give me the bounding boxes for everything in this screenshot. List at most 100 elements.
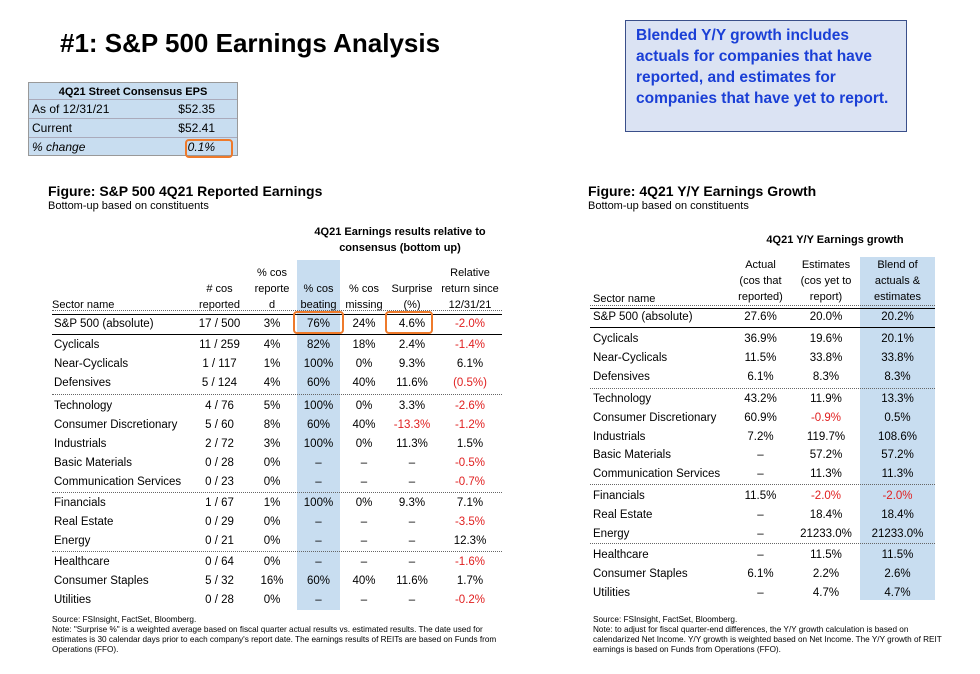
table-cell: 3% bbox=[263, 318, 281, 330]
table-cell: 100% bbox=[303, 358, 334, 370]
sector-name-cell: Real Estate bbox=[54, 516, 114, 528]
col-header-missing: % cos missing bbox=[342, 281, 386, 313]
right-source: Source: FSInsight, FactSet, Bloomberg. bbox=[593, 615, 738, 624]
table-row: Defensives 6.1% 8.3% 8.3% bbox=[590, 368, 935, 387]
col-header-return: Relative return since 12/31/21 bbox=[440, 265, 500, 313]
table-cell: – bbox=[408, 556, 416, 568]
left-earnings-table: 4Q21 Earnings results relative to consen… bbox=[52, 222, 507, 612]
table-cell: 0% bbox=[263, 594, 281, 606]
col-header-line: Relative bbox=[450, 267, 490, 279]
table-row: Financials 1 / 67 1% 100% 0% 9.3% 7.1% bbox=[52, 494, 502, 513]
col-header-line: Actual bbox=[745, 259, 776, 271]
table-cell: 13.3% bbox=[881, 393, 914, 405]
table-cell: 0.5% bbox=[884, 412, 911, 424]
table-cell: – bbox=[757, 528, 764, 540]
col-header-line: actuals & bbox=[874, 275, 921, 287]
table-cell: 20.2% bbox=[881, 311, 914, 323]
table-cell: – bbox=[360, 535, 368, 547]
eps-value: 0.1% bbox=[187, 140, 215, 154]
sector-name-cell: Basic Materials bbox=[54, 457, 132, 469]
table-cell: 4.7% bbox=[812, 587, 840, 599]
page-title: #1: S&P 500 Earnings Analysis bbox=[60, 28, 441, 58]
table-cell: 0% bbox=[355, 358, 373, 370]
table-cell: 33.8% bbox=[809, 352, 843, 364]
table-row: Basic Materials – 57.2% 57.2% bbox=[590, 446, 935, 465]
col-header-line: Blend of bbox=[877, 259, 918, 271]
table-row: Near-Cyclicals 1 / 117 1% 100% 0% 9.3% 6.1% bbox=[52, 355, 502, 374]
col-header-line: report) bbox=[809, 291, 843, 303]
table-cell: -3.5% bbox=[454, 516, 486, 528]
sector-name-cell: Healthcare bbox=[54, 556, 110, 568]
table-cell: – bbox=[315, 516, 322, 528]
col-header-line: estimates bbox=[873, 291, 922, 303]
right-figure-subtitle: Bottom-up based on constituents bbox=[588, 200, 749, 212]
eps-value: $52.35 bbox=[178, 102, 215, 116]
group-divider bbox=[590, 327, 935, 328]
table-cell: 18% bbox=[352, 339, 376, 351]
sector-name-cell: Consumer Discretionary bbox=[593, 412, 717, 424]
table-cell: 0% bbox=[355, 400, 373, 412]
table-row: Utilities – 4.7% 4.7% bbox=[590, 584, 935, 603]
table-cell: 27.6% bbox=[744, 311, 777, 323]
group-divider bbox=[52, 492, 502, 493]
col-header-line: missing bbox=[345, 299, 383, 311]
table-cell: 0% bbox=[263, 556, 281, 568]
sector-name-cell: Consumer Discretionary bbox=[54, 419, 178, 431]
table-row: Technology 43.2% 11.9% 13.3% bbox=[590, 390, 935, 409]
table-cell: – bbox=[315, 476, 322, 488]
table-cell: 0 / 64 bbox=[205, 556, 234, 568]
sector-name-cell: Near-Cyclicals bbox=[54, 358, 129, 370]
table-cell: 43.2% bbox=[744, 393, 777, 405]
table-cell: -2.0% bbox=[810, 490, 842, 502]
table-row: Communication Services 0 / 23 0% – – – -0.7% bbox=[52, 473, 502, 492]
table-cell: -0.2% bbox=[454, 594, 486, 606]
eps-row: As of 12/31/21 $52.35 bbox=[29, 99, 237, 118]
eps-value: $52.41 bbox=[178, 121, 215, 135]
sector-name-cell: Financials bbox=[593, 490, 645, 502]
table-cell: – bbox=[408, 594, 416, 606]
sector-name-cell: Industrials bbox=[54, 438, 107, 450]
table-cell: -0.9% bbox=[810, 412, 842, 424]
left-figure-subtitle: Bottom-up based on constituents bbox=[48, 200, 209, 212]
table-row: Technology 4 / 76 5% 100% 0% 3.3% -2.6% bbox=[52, 397, 502, 416]
sector-name-cell: Utilities bbox=[593, 587, 631, 599]
col-header-line: return since bbox=[441, 283, 499, 295]
table-row: Consumer Staples 5 / 32 16% 60% 40% 11.6% 1.7% bbox=[52, 572, 502, 591]
table-cell: 20.1% bbox=[881, 333, 914, 345]
eps-summary-box: 4Q21 Street Consensus EPS As of 12/31/21… bbox=[28, 82, 238, 158]
table-cell: 0 / 21 bbox=[205, 535, 234, 547]
col-header-line: % cos bbox=[349, 283, 379, 295]
table-row: Communication Services – 11.3% 11.3% bbox=[590, 465, 935, 484]
table-cell: 40% bbox=[352, 377, 376, 389]
table-cell: -2.0% bbox=[882, 490, 913, 502]
table-cell: 11.3% bbox=[396, 438, 428, 450]
eps-label: % change bbox=[32, 140, 86, 154]
table-cell: 4.7% bbox=[884, 587, 911, 599]
table-cell: 57.2% bbox=[809, 449, 843, 461]
col-header-line: 12/31/21 bbox=[448, 299, 492, 311]
table-cell: 11 / 259 bbox=[199, 339, 240, 351]
table-cell: 57.2% bbox=[881, 449, 914, 461]
col-header-line: d bbox=[268, 299, 276, 311]
col-header-line: % cos bbox=[257, 267, 287, 279]
table-cell: -1.2% bbox=[454, 419, 486, 431]
table-cell: – bbox=[360, 476, 368, 488]
table-cell: – bbox=[408, 476, 416, 488]
table-cell: 19.6% bbox=[809, 333, 843, 345]
col-header-sector: Sector name bbox=[593, 293, 656, 305]
table-row: S&P 500 (absolute) 27.6% 20.0% 20.2% bbox=[590, 308, 935, 327]
col-header-line: (%) bbox=[403, 299, 421, 311]
sector-name-cell: Defensives bbox=[593, 371, 650, 383]
eps-row: % change 0.1% bbox=[29, 137, 237, 158]
table-row: Consumer Discretionary 60.9% -0.9% 0.5% bbox=[590, 409, 935, 428]
callout-note: Blended Y/Y growth includes actuals for … bbox=[625, 20, 907, 132]
sector-name-cell: Utilities bbox=[54, 594, 92, 606]
table-cell: 0% bbox=[263, 457, 281, 469]
group-divider bbox=[590, 388, 935, 389]
table-cell: 2.4% bbox=[398, 339, 426, 351]
table-cell: – bbox=[315, 556, 322, 568]
right-figure-title: Figure: 4Q21 Y/Y Earnings Growth bbox=[588, 183, 817, 199]
table-cell: 2 / 72 bbox=[205, 438, 234, 450]
table-cell: – bbox=[757, 549, 764, 561]
table-row: Near-Cyclicals 11.5% 33.8% 33.8% bbox=[590, 349, 935, 368]
